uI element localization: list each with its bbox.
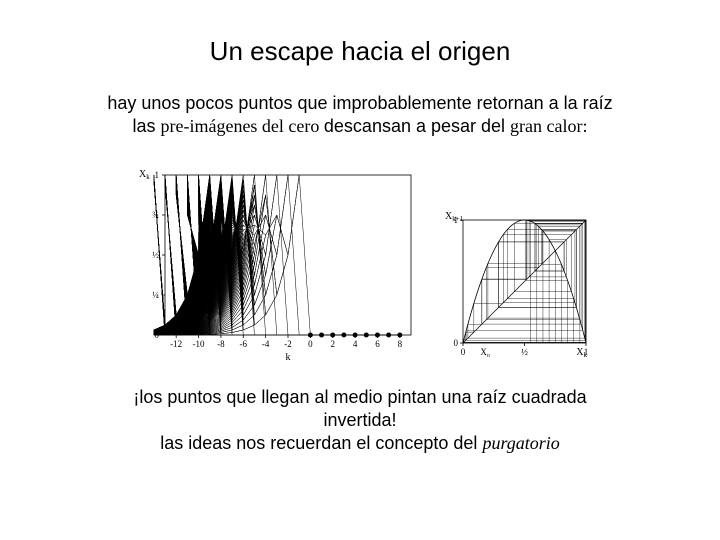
svg-text:-6: -6	[239, 339, 247, 349]
svg-text:2: 2	[330, 339, 335, 349]
svg-text:-12: -12	[170, 339, 182, 349]
svg-text:Xk: Xk	[139, 169, 150, 181]
svg-text:6: 6	[375, 339, 380, 349]
svg-text:-2: -2	[284, 339, 292, 349]
svg-text:0: 0	[453, 338, 458, 348]
intro-line-1: hay unos pocos puntos que improbablement…	[36, 93, 684, 114]
svg-text:½: ½	[152, 250, 159, 260]
intro-2b: pre-imágenes del cero	[160, 116, 323, 136]
intro-2a: las	[132, 116, 160, 136]
svg-text:4: 4	[352, 339, 357, 349]
svg-text:-8: -8	[217, 339, 225, 349]
svg-text:k: k	[285, 352, 290, 363]
caption-line-1: ¡los puntos que llegan al medio pintan u…	[36, 387, 684, 408]
svg-text:½: ½	[521, 347, 528, 357]
svg-text:¼: ¼	[152, 290, 159, 300]
svg-text:1: 1	[154, 170, 159, 180]
svg-text:8: 8	[397, 339, 402, 349]
caption-line-2: invertida!	[36, 410, 684, 431]
intro-line-2: las pre-imágenes del cero descansan a pe…	[36, 116, 684, 137]
intro-2c: descansan a pesar del	[324, 116, 510, 136]
svg-text:-10: -10	[192, 339, 204, 349]
svg-text:0: 0	[308, 339, 313, 349]
left-chart: 0¼½¾1-12-10-8-6-4-202468kXk	[129, 163, 419, 363]
svg-text:-4: -4	[261, 339, 269, 349]
figure-row: 0¼½¾1-12-10-8-6-4-202468kXk 0½101XkXk+1X…	[36, 163, 684, 363]
caption-line-3: las ideas nos recuerdan el concepto del …	[36, 433, 684, 454]
intro-2d: gran calor:	[510, 116, 587, 136]
svg-text:¾: ¾	[152, 210, 159, 220]
svg-text:0: 0	[460, 347, 465, 357]
caption-3a: las ideas nos recuerdan el concepto del	[160, 433, 482, 453]
right-chart: 0½101XkXk+1Xo	[437, 208, 592, 363]
slide-title: Un escape hacia el origen	[36, 36, 684, 67]
svg-text:Xk+1: Xk+1	[445, 211, 464, 223]
caption-3b: purgatorio	[482, 433, 559, 453]
svg-text:Xo: Xo	[480, 347, 490, 359]
